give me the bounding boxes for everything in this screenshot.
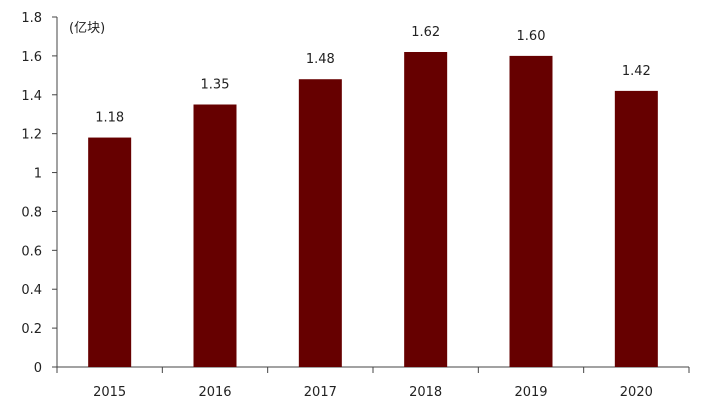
axes: 0 0.2 0.4 0.6 0.8 1 1.2 1.4 1.6 1.8 2015 2016 2017 20… — [21, 11, 690, 400]
data-label-2020: 1.42 — [622, 64, 651, 79]
bar-2019 — [509, 55, 553, 368]
y-tick-label: 0.2 — [21, 322, 42, 337]
data-label-2017: 1.48 — [306, 52, 335, 67]
bar-2020 — [614, 90, 658, 367]
bar-2015 — [88, 137, 132, 367]
y-tick-label: 1.4 — [21, 89, 42, 104]
y-tick-label: 0.4 — [21, 283, 42, 298]
data-label-2016: 1.35 — [201, 78, 230, 93]
y-tick-label: 1.2 — [21, 128, 42, 143]
x-tick-label-2016: 2016 — [198, 385, 231, 400]
y-tick-label: 1 — [34, 167, 42, 182]
y-axis-unit-label: (亿块) — [69, 21, 105, 36]
y-tick-label: 0 — [34, 361, 42, 376]
data-labels: 1.18 1.35 1.48 1.62 1.60 1.42 — [95, 25, 651, 126]
y-tick-label: 1.8 — [21, 11, 42, 26]
data-label-2018: 1.62 — [411, 25, 440, 40]
y-tick-label: 0.6 — [21, 244, 42, 259]
data-label-2019: 1.60 — [517, 29, 546, 44]
x-tick-label-2018: 2018 — [409, 385, 442, 400]
y-tick-label: 1.6 — [21, 50, 42, 65]
bar-2018 — [404, 52, 448, 367]
y-tick-label: 0.8 — [21, 205, 42, 220]
x-tick-label-2020: 2020 — [620, 385, 653, 400]
data-label-2015: 1.18 — [95, 111, 124, 126]
x-tick-label-2015: 2015 — [93, 385, 126, 400]
bar-2016 — [193, 104, 237, 367]
x-tick-label-2019: 2019 — [514, 385, 547, 400]
bars — [88, 52, 658, 368]
x-tick-label-2017: 2017 — [304, 385, 337, 400]
bar-2017 — [298, 79, 342, 367]
